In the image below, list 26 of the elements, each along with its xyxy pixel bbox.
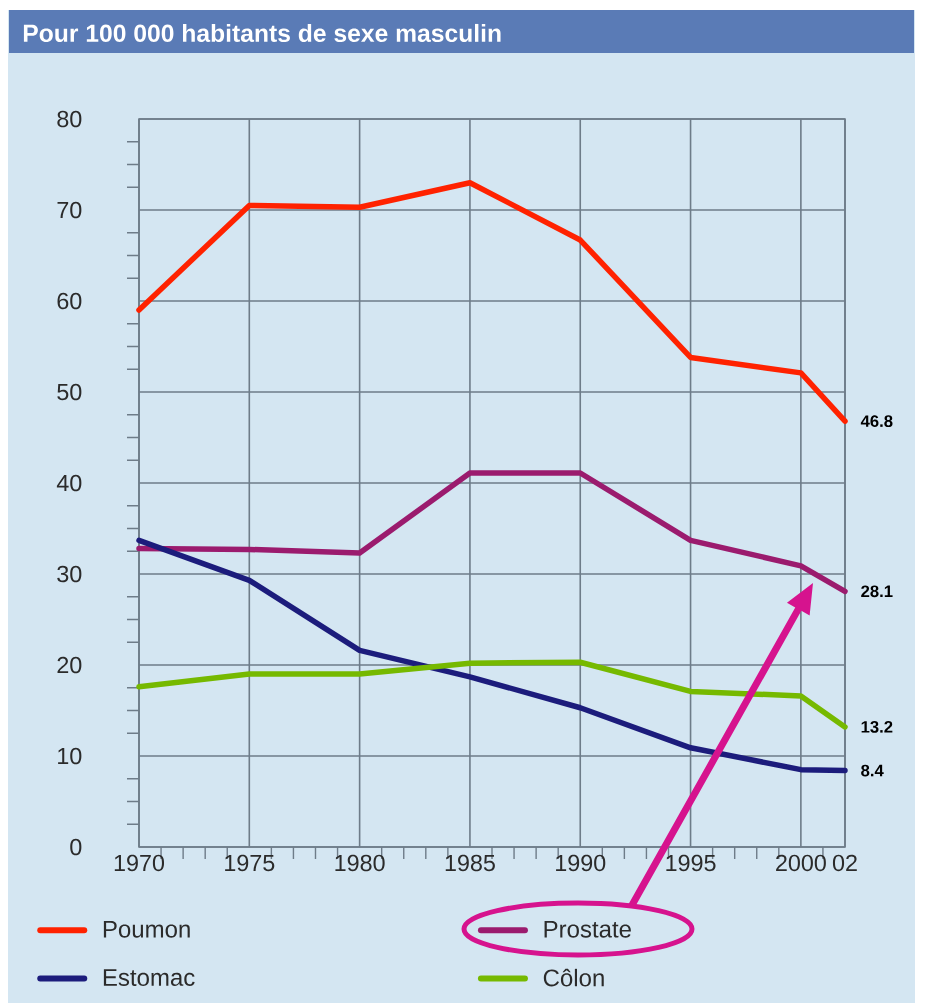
legend-label: Poumon [103,920,190,938]
legend-label: Côlon [543,968,604,987]
legend-label: Prostate [544,920,631,938]
y-tick-label: 10 [58,747,82,765]
x-tick-label: 1975 [225,854,275,872]
x-tick-label: 1980 [335,854,385,872]
y-tick-label: 60 [57,292,82,310]
y-tick-label: 30 [57,565,82,583]
data-label: 46.8 [860,415,893,428]
data-label: 28.1 [861,585,893,598]
y-tick-label: 20 [57,656,82,674]
x-tick-label: 1990 [556,854,606,872]
x-tick-label: 1985 [445,854,495,872]
y-tick-label: 80 [57,110,82,128]
y-tick-label: 0 [70,838,82,856]
data-label: 13.2 [861,720,893,733]
y-tick-label: 40 [56,474,82,492]
x-tick-label: 2000 [776,854,826,872]
x-tick-label: 02 [832,854,857,872]
x-tick-label: 1970 [114,854,165,872]
x-tick-label: 1995 [666,854,716,872]
y-tick-label: 70 [57,201,82,219]
legend-label: Estomac [103,969,195,986]
data-label: 8.4 [861,764,884,777]
chart-title: Pour 100 000 habitants de sexe masculin [23,23,501,43]
y-tick-label: 50 [57,383,82,401]
